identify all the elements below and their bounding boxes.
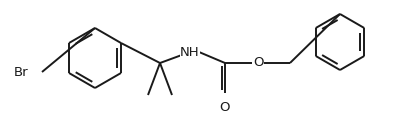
Text: Br: Br xyxy=(13,65,28,79)
Text: O: O xyxy=(253,56,263,70)
Text: NH: NH xyxy=(180,46,200,58)
Text: O: O xyxy=(220,101,230,114)
